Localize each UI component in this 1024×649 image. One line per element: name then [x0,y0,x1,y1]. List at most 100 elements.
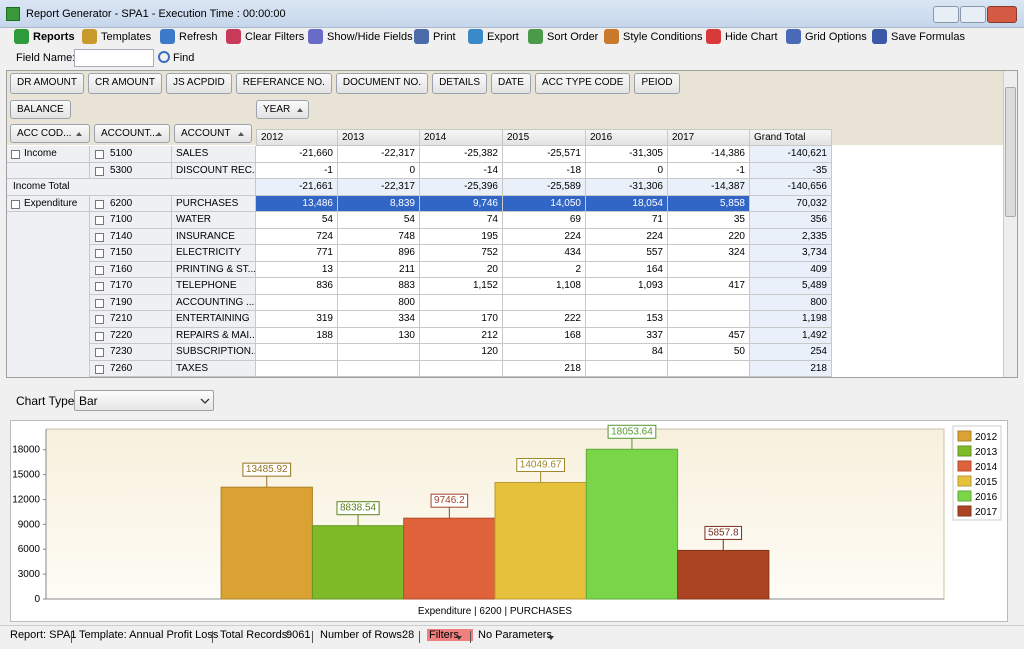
minimize-button[interactable] [933,6,959,23]
toolbar-button[interactable]: Refresh [179,31,218,43]
status-value: 28 [402,629,415,641]
toolbar-icon [872,29,887,44]
value-cell: 54 [338,212,420,229]
expand-button[interactable] [95,348,104,357]
scroll-thumb[interactable] [1005,87,1016,217]
toolbar-button[interactable]: Print [433,31,456,43]
toolbar-button[interactable]: Reports [33,31,75,43]
value-cell: 337 [586,327,668,344]
row-name: ELECTRICITY [172,245,256,262]
toolbar-button[interactable]: Clear Filters [245,31,305,43]
expand-button[interactable] [95,265,104,275]
status-report: Report: SPA1 [10,629,77,641]
value-cell: -31,305 [586,146,668,163]
status-bar: Report: SPA1 Template: Annual Profit Loss… [0,625,1024,649]
empty-cell [503,294,586,311]
filter-field[interactable]: JS ACPDID [166,73,232,94]
close-button[interactable] [987,6,1017,23]
expand-button[interactable] [95,331,104,341]
row-field[interactable]: ACC COD... [10,124,90,143]
scrollbar[interactable] [1003,71,1017,377]
expand-button[interactable] [95,166,104,176]
expand-button[interactable] [95,232,104,242]
expand-button[interactable] [95,364,104,374]
value-cell: 120 [420,344,503,361]
dropdown-arrow [548,636,554,640]
expand-button[interactable] [95,315,104,324]
expand-button[interactable] [95,282,104,291]
data-field[interactable]: BALANCE [10,100,71,119]
filter-field[interactable]: DR AMOUNT [10,73,84,94]
row-name: PURCHASES [172,195,256,212]
value-cell: 211 [338,261,420,278]
filter-field[interactable]: ACC TYPE CODE [534,73,631,94]
expand-button[interactable] [95,249,104,258]
empty-cell [420,360,503,377]
row-group-cell [7,294,90,311]
expand-button[interactable] [11,150,20,159]
expand-button[interactable] [95,298,104,308]
legend-swatch [957,475,972,487]
empty-cell [256,344,338,361]
toolbar-button[interactable]: Grid Options [805,31,867,43]
value-cell: -25,589 [503,179,586,196]
row-name: ENTERTAINING [172,311,256,328]
row-code-cell [90,261,172,278]
status-template: Template: Annual Profit Loss [79,629,219,641]
value-cell: 1,152 [420,278,503,295]
value-cell: 557 [586,245,668,262]
value-cell: 50 [668,344,750,361]
column-field[interactable]: YEAR [256,100,310,119]
row-field[interactable]: ACCOUNT [174,124,252,143]
toolbar-button[interactable]: Sort Order [547,31,599,43]
filter-field-list: DR AMOUNT CR AMOUNT JS ACPDID REFERANCE NO.… [10,73,1000,95]
toolbar-icon [414,29,429,44]
value-cell: 2,335 [750,228,832,245]
value-cell: 84 [586,344,668,361]
empty-cell [338,344,420,361]
filters-button[interactable]: Filters [427,629,473,641]
field-name-input[interactable] [74,49,154,67]
expand-button[interactable] [95,199,104,209]
field-name-label: Field Name: [16,52,76,64]
find-button[interactable]: Find [173,52,195,64]
parameters-button[interactable]: No Parameters [478,629,552,641]
empty-cell [256,360,338,377]
row-group-cell [7,245,90,262]
y-tick-label: 18000 [12,445,40,456]
filter-field[interactable]: DATE [491,73,531,94]
value-cell: 0 [338,162,420,179]
filter-field[interactable]: DOCUMENT NO. [335,73,429,94]
row-name: TELEPHONE [172,278,256,295]
filter-field[interactable]: REFERANCE NO. [235,73,332,94]
expand-button[interactable] [95,216,104,225]
row-code: 7150 [110,247,133,258]
row-code: 7160 [110,263,133,275]
value-cell: 153 [586,311,668,328]
sort-arrow [238,132,244,136]
column-header: 2016 [586,129,668,146]
separator [312,631,313,643]
toolbar-button[interactable]: Show/Hide Fields [327,31,413,43]
separator [71,631,72,643]
filter-field[interactable]: DETAILS [432,73,488,94]
filter-field[interactable]: CR AMOUNT [88,73,162,94]
expand-button[interactable] [11,199,20,209]
empty-cell [668,294,750,311]
toolbar-button[interactable]: Style Conditions [623,31,703,43]
value-cell: -31,306 [586,179,668,196]
toolbar-button[interactable]: Export [487,31,519,43]
value-cell: -140,656 [750,179,832,196]
toolbar-button[interactable]: Save Formulas [891,31,965,43]
toolbar-button[interactable]: Templates [101,31,152,43]
row-field[interactable]: ACCOUNT... [94,124,170,143]
maximize-button[interactable] [960,6,986,23]
toolbar-button[interactable]: Hide Chart [725,31,778,43]
expand-button[interactable] [95,150,104,159]
toolbar-icon [160,29,175,44]
row-group-cell [7,195,90,212]
filter-field[interactable]: PEIOD [634,73,680,94]
chart-type-select[interactable]: Bar [74,390,214,411]
value-cell: 1,492 [750,327,832,344]
row-name: SALES [172,146,256,163]
